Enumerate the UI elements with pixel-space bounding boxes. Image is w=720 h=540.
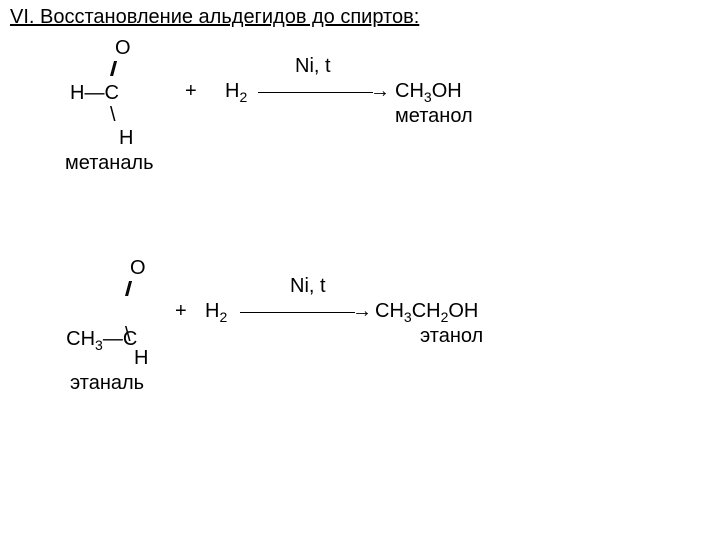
r2-ald-bs: \ [125, 322, 131, 348]
r1-ald-name: метаналь [65, 150, 154, 176]
section-title: VI. Восстановление альдегидов до спиртов… [10, 6, 419, 29]
r2-ald-O: O [130, 255, 146, 281]
r2-product: CH3CH2OH [375, 300, 478, 323]
r1-catalyst: Ni, t [295, 55, 331, 78]
r2-arrow-line [240, 312, 355, 313]
r1-ald-O: O [115, 35, 131, 61]
r1-ald-H: H [119, 125, 133, 151]
r1-ald-bs: \ [110, 102, 116, 128]
r2-plus: + [175, 300, 187, 323]
r2-catalyst: Ni, t [290, 275, 326, 298]
r2-ald-H: H [134, 345, 148, 371]
r2-ald-name: этаналь [70, 370, 144, 396]
r2-arrow-head: → [352, 300, 372, 323]
r1-product: CH3OH [395, 80, 462, 103]
r2-H2: H2 [205, 300, 227, 323]
r1-H2: H2 [225, 80, 247, 103]
r1-plus: + [185, 80, 197, 103]
r1-arrow-line [258, 92, 373, 93]
r1-product-name: метанол [395, 105, 473, 128]
r1-arrow-head: → [370, 80, 390, 103]
r2-product-name: этанол [420, 325, 483, 348]
